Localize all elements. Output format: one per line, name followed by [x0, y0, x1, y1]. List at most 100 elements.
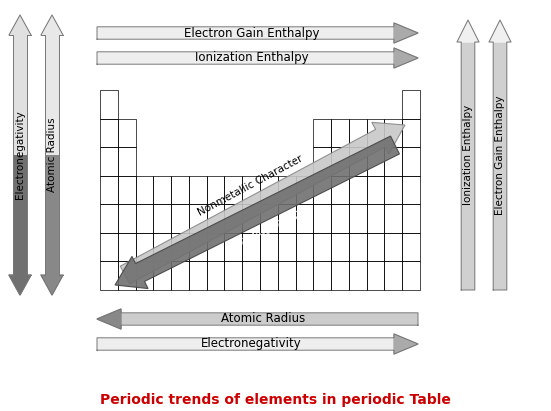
Bar	[118, 118, 136, 147]
Bar	[100, 90, 118, 118]
Bar	[45, 35, 58, 155]
Bar	[331, 118, 349, 147]
Bar	[224, 204, 242, 233]
Bar	[331, 204, 349, 233]
Bar	[260, 204, 278, 233]
Bar	[153, 176, 171, 204]
Bar	[402, 90, 420, 118]
Bar	[118, 261, 136, 290]
Bar	[331, 176, 349, 204]
Bar	[331, 261, 349, 290]
Bar	[493, 42, 507, 290]
Bar	[385, 261, 402, 290]
Text: Metallic Character: Metallic Character	[222, 201, 312, 253]
Polygon shape	[394, 23, 418, 43]
Bar	[349, 261, 366, 290]
Bar	[314, 118, 331, 147]
Bar	[366, 147, 385, 176]
Bar	[100, 176, 118, 204]
Bar	[461, 42, 475, 290]
Bar	[207, 176, 224, 204]
Bar	[189, 233, 207, 261]
Bar	[100, 90, 420, 290]
Bar	[349, 204, 366, 233]
Bar	[349, 147, 366, 176]
Bar	[153, 204, 171, 233]
Bar	[278, 233, 295, 261]
Bar	[385, 233, 402, 261]
Bar	[118, 233, 136, 261]
Bar	[331, 147, 349, 176]
Polygon shape	[394, 48, 418, 68]
Bar	[100, 233, 118, 261]
Bar	[260, 233, 278, 261]
Bar	[45, 155, 58, 275]
Bar	[385, 204, 402, 233]
Bar	[242, 261, 260, 290]
Bar	[153, 233, 171, 261]
Text: Atomic Radius: Atomic Radius	[47, 118, 57, 192]
Bar	[402, 176, 420, 204]
Bar	[136, 147, 314, 176]
Bar	[97, 52, 394, 64]
Text: Electronegativity: Electronegativity	[15, 111, 25, 199]
Bar	[349, 118, 366, 147]
FancyArrow shape	[115, 136, 399, 289]
Text: Electron Gain Enthalpy: Electron Gain Enthalpy	[183, 26, 319, 39]
Bar	[136, 261, 153, 290]
Bar	[136, 204, 153, 233]
Bar	[278, 176, 295, 204]
Bar	[278, 204, 295, 233]
Polygon shape	[489, 20, 511, 42]
Bar	[224, 176, 242, 204]
Bar	[189, 176, 207, 204]
Polygon shape	[9, 15, 31, 35]
Text: Ionization Enthalpy: Ionization Enthalpy	[195, 51, 309, 65]
Bar	[118, 204, 136, 233]
Bar	[402, 118, 420, 147]
Bar	[402, 261, 420, 290]
Bar	[100, 118, 118, 147]
Bar	[295, 233, 314, 261]
Bar	[121, 313, 418, 325]
Bar	[366, 261, 385, 290]
Bar	[314, 176, 331, 204]
Bar	[136, 176, 153, 204]
Bar	[402, 204, 420, 233]
Text: Periodic trends of elements in periodic Table: Periodic trends of elements in periodic …	[100, 393, 451, 407]
Text: Nonmetallic Character: Nonmetallic Character	[196, 154, 304, 218]
Polygon shape	[41, 275, 63, 295]
Bar	[242, 233, 260, 261]
Bar	[207, 261, 224, 290]
Bar	[189, 261, 207, 290]
Bar	[295, 176, 314, 204]
Bar	[13, 155, 26, 275]
Text: Atomic Radius: Atomic Radius	[222, 312, 306, 326]
Bar	[171, 176, 189, 204]
Bar	[349, 233, 366, 261]
Polygon shape	[97, 309, 121, 329]
Text: Ionization Enthalpy: Ionization Enthalpy	[463, 105, 473, 205]
Bar	[260, 176, 278, 204]
Bar	[278, 261, 295, 290]
Bar	[366, 176, 385, 204]
Bar	[207, 233, 224, 261]
Bar	[153, 261, 171, 290]
Polygon shape	[9, 275, 31, 295]
Bar	[331, 233, 349, 261]
Bar	[97, 27, 394, 39]
Bar	[171, 233, 189, 261]
Bar	[295, 261, 314, 290]
Bar	[314, 147, 331, 176]
Bar	[118, 90, 402, 118]
Bar	[385, 118, 402, 147]
Bar	[118, 147, 136, 176]
Bar	[314, 204, 331, 233]
Bar	[260, 261, 278, 290]
Bar	[366, 233, 385, 261]
Bar	[402, 233, 420, 261]
Bar	[189, 204, 207, 233]
Bar	[100, 261, 118, 290]
Bar	[385, 147, 402, 176]
Bar	[366, 118, 385, 147]
